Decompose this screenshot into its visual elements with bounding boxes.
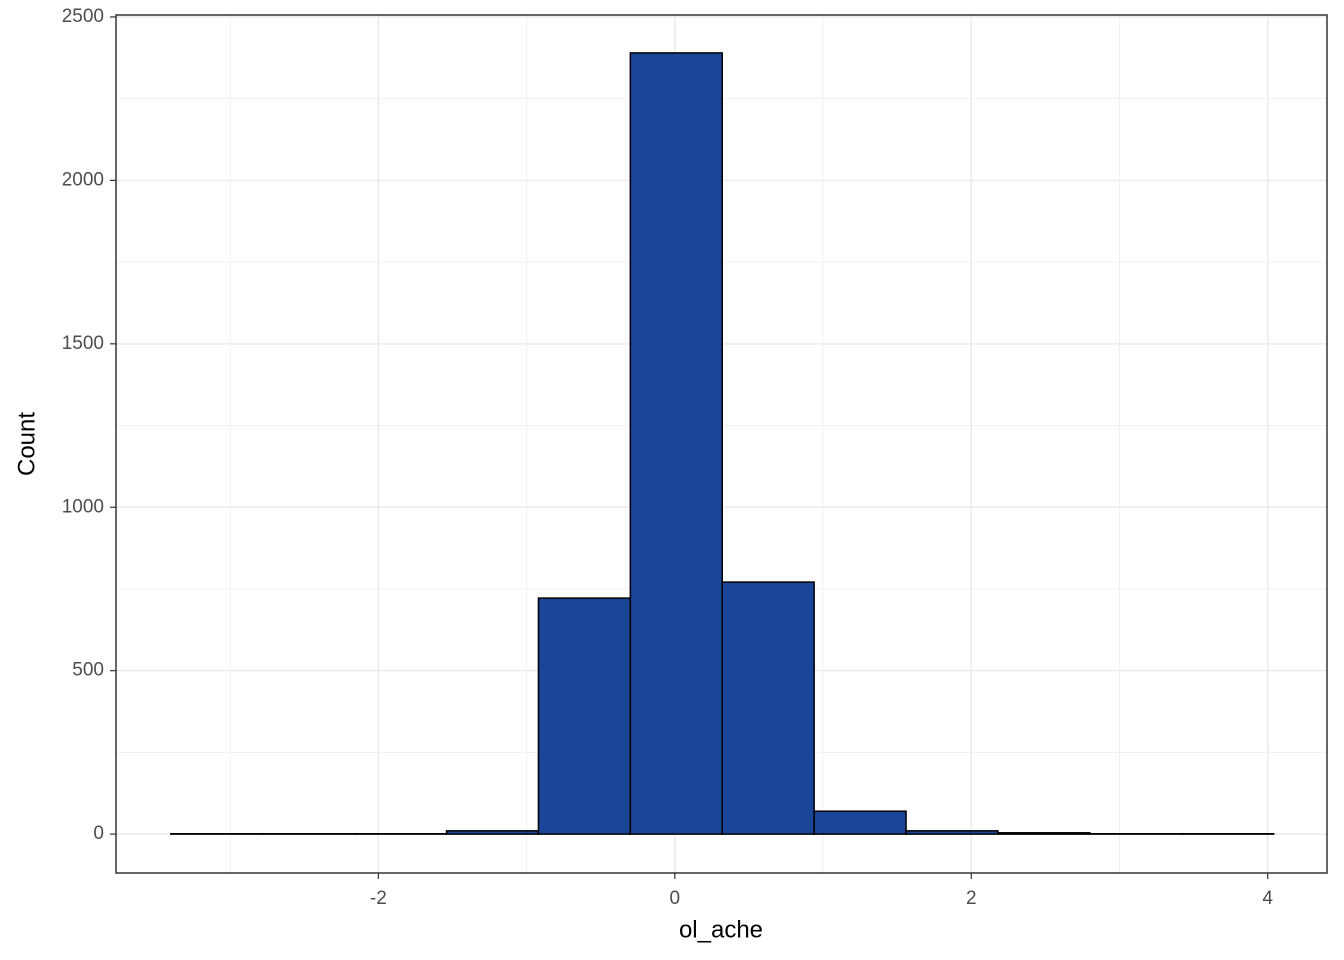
bar — [537, 597, 632, 835]
bar — [813, 810, 907, 835]
y-tick-label: 500 — [72, 660, 104, 681]
y-axis-title: Count — [13, 412, 40, 476]
x-tick-label: 2 — [966, 888, 977, 909]
y-tick-label: 2500 — [62, 6, 104, 27]
bar — [997, 832, 1091, 835]
x-tick-label: 0 — [670, 888, 681, 909]
x-tick-label: -2 — [370, 888, 387, 909]
y-tick-label: 0 — [93, 823, 104, 844]
bar — [445, 830, 540, 835]
y-tick-label: 1000 — [62, 496, 104, 517]
y-tick-label: 1500 — [62, 333, 104, 354]
bar — [905, 830, 999, 835]
x-axis-title: ol_ache — [679, 916, 763, 943]
x-tick-label: 4 — [1262, 888, 1273, 909]
plot-border — [115, 14, 1328, 874]
bar — [629, 52, 723, 835]
bar — [721, 581, 815, 835]
y-tick-label: 2000 — [62, 169, 104, 190]
